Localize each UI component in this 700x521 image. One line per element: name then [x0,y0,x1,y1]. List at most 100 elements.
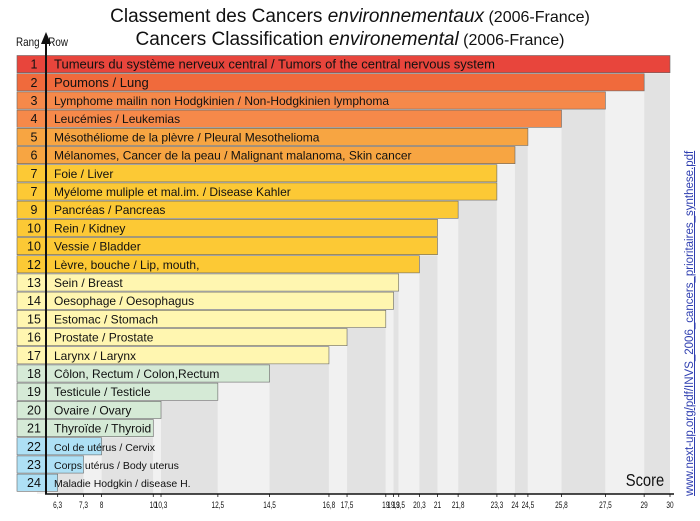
bar [16,346,330,365]
x-tick-label: 19 [382,500,389,510]
bars-layer: 1 Tumeurs du système nerveux central / Tu… [16,55,671,492]
rank-label: 20 [27,403,41,417]
x-tick-label: 24 [511,500,519,510]
source-link[interactable]: www.next-up.org/pdf/INVS_2006_cancers_pr… [684,150,696,496]
x-tick-label: 21,8 [452,500,465,510]
bar [16,473,58,492]
rank-label: 9 [31,203,38,217]
x-tick-label: 19,5 [392,500,405,510]
bar [16,164,498,183]
bar-label: Larynx / Larynx [54,349,136,363]
rank-label: 18 [27,367,41,381]
x-tick-label: 21 [434,500,441,510]
rank-label: 7 [31,185,38,199]
bar [16,364,270,383]
rank-label: 5 [31,130,38,144]
bar-label: Thyroïde / Thyroid [54,422,151,436]
bar [16,237,438,256]
bar [16,182,498,201]
bar-label: Lymphome mailin non Hodgkinien / Non-Hod… [54,94,389,108]
x-tick-label: 16,8 [323,500,336,510]
background-layer [37,73,670,495]
background-step [561,109,606,494]
background-step [347,328,386,494]
bar [16,73,645,92]
background-step [83,455,102,494]
title-fr-emph: environnementaux [327,6,485,27]
bar-label: Côlon, Rectum / Colon,Rectum [54,367,219,381]
background-step [527,127,562,495]
rank-label: 10 [27,240,41,254]
bar-label: Maladie Hodgkin / disease H. [54,478,191,490]
x-tick-label: 24,5 [522,500,535,510]
bar-label: Pancréas / Pancreas [54,203,165,217]
bar-label: Tumeurs du système nerveux central / Tum… [54,57,495,72]
background-step [419,255,438,494]
bar [16,200,459,219]
bar-label: Mélanomes, Cancer de la peau / Malignant… [54,149,412,163]
background-step [644,73,670,494]
background-step [393,291,399,494]
rank-label: 16 [27,331,41,345]
rank-label: 24 [27,476,41,490]
x-tick-label: 19,3 [387,500,400,510]
rank-label: 4 [31,112,38,126]
bar [16,219,438,237]
bar-label: Prostate / Prostate [54,331,154,345]
x-tick-label: 12,5 [212,500,225,510]
background-step [37,491,58,494]
x-tick-label: 27,5 [599,500,612,510]
bar-label: Ovaire / Ovary [54,403,131,417]
bar [16,255,420,274]
bar-label: Testicule / Testicle [54,385,151,399]
bar [16,55,671,74]
x-tick-label: 23,3 [491,500,504,510]
bar [16,328,348,347]
x-tick-label: 7,3 [79,500,89,510]
x-tick-label: 8 [100,500,104,510]
bar-label: Oesophage / Oesophagus [54,294,194,308]
title-en-prefix: Cancers Classification [135,29,329,50]
x-tick-label: 20,3 [413,500,426,510]
rank-label: 21 [27,422,41,436]
bar-label: Estomac / Stomach [54,312,158,326]
rank-label: 13 [27,276,41,290]
bar-label: Sein / Breast [54,276,123,290]
title-en-emph: environemental [328,29,459,50]
bar-label: Rein / Kidney [54,221,125,235]
rank-label: 10 [27,221,41,235]
background-step [458,200,497,494]
rank-label: 17 [27,349,41,363]
bar-label: Col de utérus / Cervix [54,442,156,454]
background-step [153,419,162,494]
rank-label: 19 [27,385,41,399]
bar [16,291,394,310]
x-tick-label: 10 [150,500,158,510]
bar-label: Myélome muliple et mal.im. / Disease Kah… [54,185,291,199]
background-step [269,364,329,494]
background-step [398,273,420,494]
bar [16,382,219,401]
background-step [57,473,84,494]
bar-label: Vessie / Bladder [54,240,141,254]
x-tick-label: 29 [641,500,648,510]
x-tick-label: 10,3 [155,500,168,510]
background-step [514,146,528,494]
x-tick-label: 14,5 [263,500,276,510]
bar-label: Foie / Liver [54,167,113,181]
bar [16,400,162,419]
bar [16,273,400,292]
bar [16,91,606,110]
rank-label: 6 [31,149,38,163]
bar [16,419,154,438]
background-step [217,382,270,494]
x-tick-label: 6,3 [53,500,63,510]
x-tick-label: 17,5 [341,500,354,510]
bar-label: Poumons / Lung [54,75,149,90]
rank-label: 14 [27,294,41,308]
bar-label: Mésothéliome de la plèvre / Pleural Meso… [54,130,320,144]
title-fr-suffix: (2006-France) [484,9,590,26]
title-line-fr: Classement des Cancers environnementaux … [0,6,700,29]
rank-label: 12 [27,258,41,272]
